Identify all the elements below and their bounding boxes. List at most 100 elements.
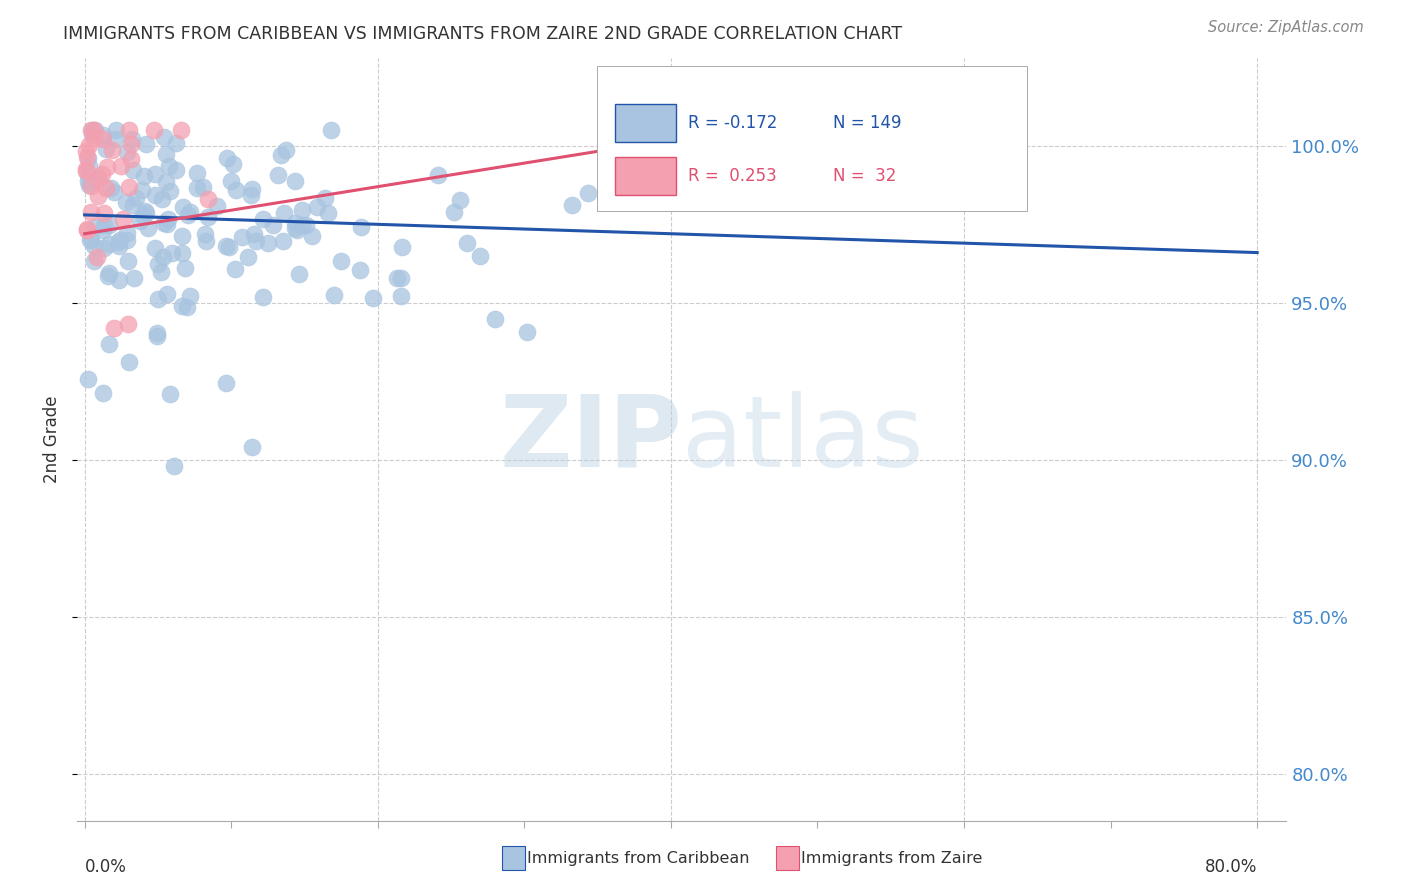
Point	[143, 167, 166, 181]
Text: R =  0.253: R = 0.253	[688, 167, 776, 186]
Point	[82, 128, 104, 142]
Point	[117, 317, 139, 331]
Point	[132, 208, 155, 222]
Point	[155, 175, 177, 189]
Point	[284, 217, 307, 231]
Point	[143, 241, 166, 255]
Point	[156, 287, 179, 301]
Point	[100, 181, 122, 195]
Point	[76, 174, 98, 188]
Point	[284, 221, 307, 235]
Point	[77, 138, 100, 153]
Point	[443, 205, 465, 219]
Point	[120, 152, 142, 166]
Point	[103, 321, 125, 335]
Point	[80, 205, 103, 219]
Point	[76, 151, 98, 165]
Point	[197, 210, 219, 224]
Point	[97, 337, 120, 351]
Point	[174, 260, 197, 275]
Point	[186, 166, 208, 180]
Point	[118, 355, 141, 369]
Point	[172, 200, 194, 214]
Point	[294, 218, 316, 232]
Point	[561, 198, 583, 212]
Point	[270, 148, 292, 162]
Point	[170, 123, 193, 137]
Point	[148, 257, 170, 271]
Point	[115, 194, 138, 209]
Point	[150, 192, 173, 206]
FancyBboxPatch shape	[598, 66, 1026, 211]
Point	[576, 186, 599, 201]
Point	[101, 143, 124, 157]
Point	[143, 188, 166, 202]
Point	[267, 169, 290, 183]
Point	[91, 132, 114, 146]
Point	[222, 157, 245, 171]
Point	[350, 220, 373, 235]
Point	[115, 226, 138, 240]
Point	[240, 188, 263, 202]
Point	[108, 273, 131, 287]
Point	[215, 376, 238, 391]
Point	[176, 300, 198, 314]
Point	[120, 137, 142, 152]
Point	[103, 185, 125, 199]
Point	[288, 267, 311, 281]
Point	[134, 204, 156, 219]
Point	[129, 214, 152, 228]
Point	[157, 160, 180, 174]
Text: atlas: atlas	[682, 391, 924, 488]
Point	[389, 288, 412, 302]
Text: Source: ZipAtlas.com: Source: ZipAtlas.com	[1208, 20, 1364, 35]
Point	[82, 173, 104, 187]
Point	[207, 199, 229, 213]
Point	[122, 162, 145, 177]
Point	[194, 234, 217, 248]
Point	[426, 169, 449, 183]
Point	[291, 203, 314, 218]
Point	[84, 123, 107, 137]
Point	[80, 123, 103, 137]
Point	[385, 271, 408, 285]
Point	[155, 147, 177, 161]
Point	[93, 218, 115, 232]
Point	[76, 222, 98, 236]
Point	[135, 206, 157, 220]
Point	[83, 253, 105, 268]
Point	[124, 271, 146, 285]
Point	[330, 253, 353, 268]
Point	[76, 168, 98, 182]
Point	[307, 200, 329, 214]
Point	[322, 288, 344, 302]
Point	[319, 123, 342, 137]
Point	[145, 326, 167, 340]
Point	[87, 188, 110, 202]
Point	[146, 292, 169, 306]
Point	[79, 159, 101, 173]
Text: 80.0%: 80.0%	[1205, 858, 1257, 876]
Point	[96, 160, 118, 174]
Point	[252, 212, 274, 227]
Point	[159, 184, 181, 198]
Point	[172, 229, 194, 244]
Point	[97, 269, 120, 284]
Point	[165, 136, 187, 150]
Point	[117, 254, 139, 268]
Point	[93, 241, 115, 255]
Point	[284, 174, 307, 188]
Point	[159, 387, 181, 401]
Text: N =  32: N = 32	[832, 167, 897, 186]
Point	[108, 239, 131, 253]
Text: Immigrants from Zaire: Immigrants from Zaire	[801, 851, 983, 865]
Text: R = -0.172: R = -0.172	[688, 114, 778, 132]
Point	[75, 162, 97, 177]
Point	[349, 263, 371, 277]
Point	[156, 211, 179, 226]
Point	[97, 219, 120, 233]
Point	[122, 198, 145, 212]
Point	[76, 222, 98, 236]
Point	[153, 130, 176, 145]
Point	[117, 145, 139, 160]
